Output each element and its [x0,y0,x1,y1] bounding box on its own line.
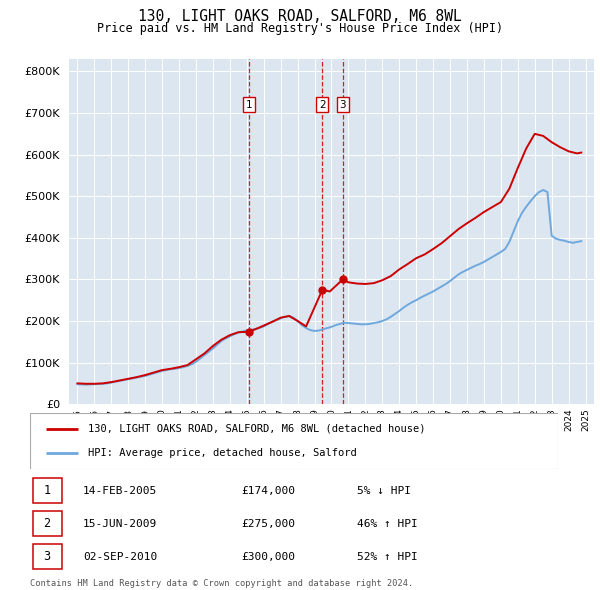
Text: Contains HM Land Registry data © Crown copyright and database right 2024.
This d: Contains HM Land Registry data © Crown c… [30,579,413,590]
Text: £174,000: £174,000 [241,486,295,496]
Text: 2: 2 [319,100,326,110]
Text: 1: 1 [245,100,252,110]
Text: 46% ↑ HPI: 46% ↑ HPI [358,519,418,529]
Text: 5% ↓ HPI: 5% ↓ HPI [358,486,412,496]
Text: 3: 3 [44,550,51,563]
Text: 15-JUN-2009: 15-JUN-2009 [83,519,157,529]
Text: 130, LIGHT OAKS ROAD, SALFORD, M6 8WL (detached house): 130, LIGHT OAKS ROAD, SALFORD, M6 8WL (d… [88,424,425,434]
Text: £275,000: £275,000 [241,519,295,529]
Text: 52% ↑ HPI: 52% ↑ HPI [358,552,418,562]
Text: £300,000: £300,000 [241,552,295,562]
FancyBboxPatch shape [30,413,558,469]
Text: Price paid vs. HM Land Registry's House Price Index (HPI): Price paid vs. HM Land Registry's House … [97,22,503,35]
FancyBboxPatch shape [32,478,62,503]
Text: 1: 1 [44,484,51,497]
FancyBboxPatch shape [32,511,62,536]
FancyBboxPatch shape [32,544,62,569]
Text: 3: 3 [340,100,346,110]
Text: 130, LIGHT OAKS ROAD, SALFORD, M6 8WL: 130, LIGHT OAKS ROAD, SALFORD, M6 8WL [138,9,462,24]
Text: 14-FEB-2005: 14-FEB-2005 [83,486,157,496]
Text: 02-SEP-2010: 02-SEP-2010 [83,552,157,562]
Text: HPI: Average price, detached house, Salford: HPI: Average price, detached house, Salf… [88,448,357,458]
Text: 2: 2 [44,517,51,530]
